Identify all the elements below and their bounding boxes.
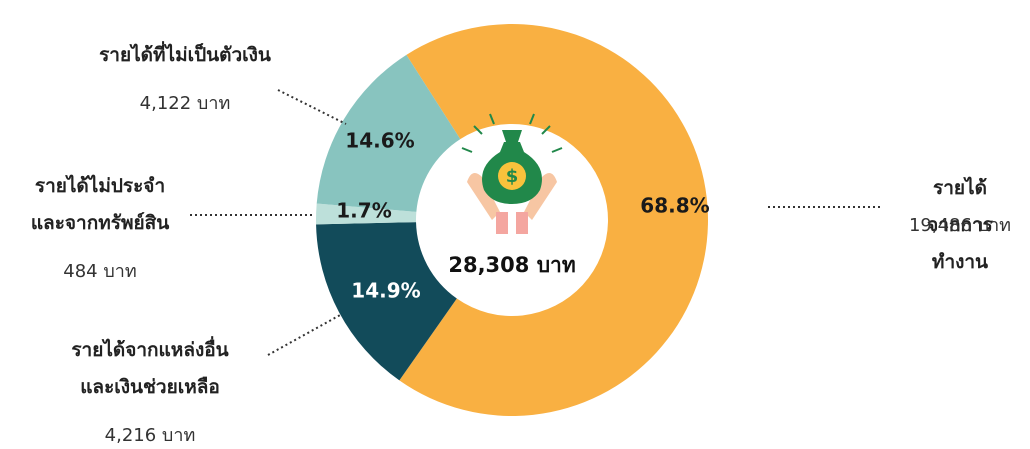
percent-label: 14.6%	[345, 129, 414, 153]
leader-line	[267, 313, 343, 356]
percent-label: 14.9%	[351, 279, 420, 303]
amount-label: 4,216 บาท	[104, 425, 196, 446]
total-label: 28,308 บาท	[448, 253, 575, 277]
donut-slice	[399, 24, 708, 416]
leader-line	[277, 89, 347, 125]
amount-label: 484 บาท	[63, 261, 137, 282]
svg-text:$: $	[506, 166, 519, 187]
category-label: รายได้ที่ไม่เป็นตัวเงิน	[99, 44, 271, 66]
category-label: รายได้จากแหล่งอื่น และเงินช่วยเหลือ	[71, 339, 229, 398]
category-label: รายได้ไม่ประจำ และจากทรัพย์สิน	[30, 175, 170, 234]
percent-label: 68.8%	[640, 194, 709, 218]
amount-label: 4,122 บาท	[139, 93, 231, 114]
donut-slice	[316, 54, 461, 212]
donut-slice	[316, 222, 457, 381]
money-icon: $	[461, 113, 563, 234]
category-label: รายได้จากการทำงาน	[927, 177, 993, 273]
donut-slice	[316, 203, 417, 225]
percent-label: 1.7%	[336, 199, 391, 223]
amount-label: 19,486 บาท	[908, 215, 1012, 236]
